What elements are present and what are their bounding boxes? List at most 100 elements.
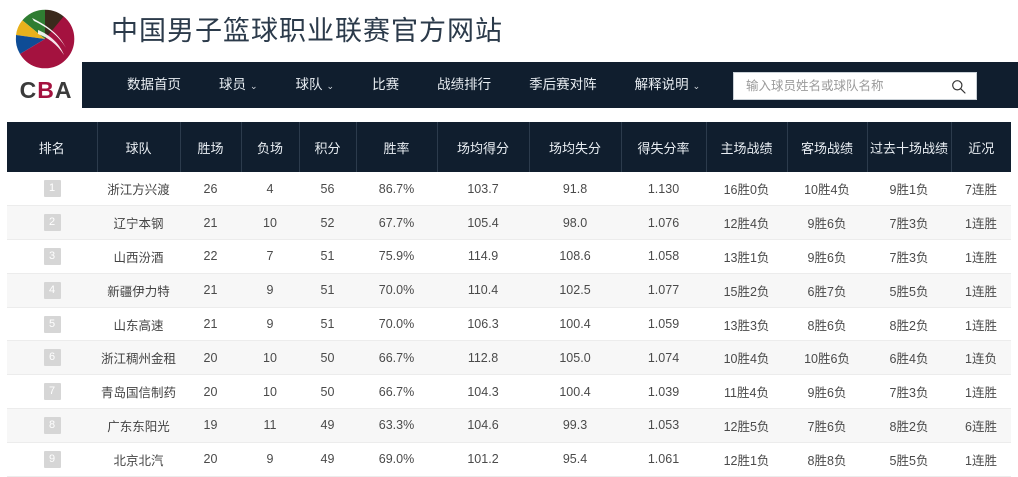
cell-wins: 21 [180, 205, 241, 241]
col-rank[interactable]: 排名 [7, 122, 98, 172]
cell-losses: 10 [241, 340, 299, 376]
chevron-down-icon: ⌄ [326, 80, 335, 91]
col-papg[interactable]: 场均失分 [529, 122, 622, 172]
nav-item-home[interactable]: 数据首页 [108, 78, 200, 92]
nav-item-glossary[interactable]: 解释说明 ⌄ [616, 78, 720, 92]
col-away[interactable]: 客场战绩 [787, 122, 868, 172]
table-row[interactable]: 8 广东东阳光 19 11 49 63.3% 104.6 99.3 1.053 12胜5负 7胜6负… [7, 408, 1011, 443]
cell-ppg: 112.8 [437, 340, 529, 376]
col-ratio[interactable]: 得失分率 [621, 122, 707, 172]
nav-label: 球队 [295, 77, 323, 93]
site-header: CBA 中国男子篮球职业联赛官方网站 数据首页 球员 ⌄ 球队 ⌄ 比赛 [0, 0, 1018, 118]
cell-team[interactable]: 浙江稠州金租 [97, 340, 180, 376]
cell-home: 15胜2负 [706, 273, 787, 308]
cell-ppg: 104.3 [437, 374, 529, 410]
col-last10[interactable]: 过去十场战绩 [867, 122, 952, 172]
col-team[interactable]: 球队 [97, 122, 181, 172]
cell-papg: 99.3 [529, 408, 621, 443]
col-winpct[interactable]: 胜率 [356, 122, 438, 172]
cell-team[interactable]: 广东东阳光 [97, 408, 180, 443]
table-row[interactable]: 3 山西汾酒 22 7 51 75.9% 114.9 108.6 1.058 13胜1负 9胜6负 7… [7, 239, 1011, 274]
cell-losses: 9 [241, 442, 299, 477]
rank-badge: 2 [43, 214, 61, 232]
col-wins[interactable]: 胜场 [180, 122, 242, 172]
cell-team[interactable]: 浙江方兴渡 [97, 172, 180, 207]
cell-team[interactable]: 山西汾酒 [97, 239, 180, 274]
cell-ppg: 104.6 [437, 408, 529, 443]
cell-papg: 100.4 [529, 374, 621, 410]
nav-item-teams[interactable]: 球队 ⌄ [277, 78, 354, 92]
cell-streak: 1连负 [951, 340, 1011, 376]
cell-last10: 8胜2负 [867, 408, 951, 443]
cell-last10: 8胜2负 [867, 307, 951, 342]
rank-badge: 7 [43, 383, 61, 401]
cell-away: 8胜6负 [787, 307, 867, 342]
cell-away: 6胜7负 [787, 273, 867, 308]
table-row[interactable]: 9 北京北汽 20 9 49 69.0% 101.2 95.4 1.061 12胜1负 8胜8负 5胜… [7, 442, 1011, 477]
cell-last10: 6胜4负 [867, 340, 951, 376]
table-body: 1 浙江方兴渡 26 4 56 86.7% 103.7 91.8 1.130 16胜0负 10胜4负… [7, 172, 1011, 477]
cell-away: 9胜6负 [787, 374, 867, 410]
col-losses[interactable]: 负场 [241, 122, 300, 172]
cell-points: 49 [299, 408, 356, 443]
col-points[interactable]: 积分 [299, 122, 357, 172]
cell-wins: 21 [180, 273, 241, 308]
cell-away: 7胜6负 [787, 408, 867, 443]
table-row[interactable]: 2 辽宁本钢 21 10 52 67.7% 105.4 98.0 1.076 12胜4负 9胜6负 7… [7, 205, 1011, 241]
cell-winpct: 86.7% [356, 172, 437, 207]
cell-wins: 26 [180, 172, 241, 207]
table-header-row: 排名 球队 胜场 负场 积分 胜率 场均得分 场均失分 得失分率 主场战绩 客场… [7, 122, 1011, 172]
cell-points: 51 [299, 273, 356, 308]
cell-ppg: 106.3 [437, 307, 529, 342]
nav-item-playoffs[interactable]: 季后赛对阵 [510, 78, 616, 92]
cell-rank: 2 [7, 205, 97, 241]
table-row[interactable]: 1 浙江方兴渡 26 4 56 86.7% 103.7 91.8 1.130 16胜0负 10胜4负… [7, 172, 1011, 207]
search-button[interactable] [948, 76, 968, 96]
cell-wins: 21 [180, 307, 241, 342]
cell-team[interactable]: 新疆伊力特 [97, 273, 180, 308]
table-row[interactable]: 5 山东高速 21 9 51 70.0% 106.3 100.4 1.059 13胜3负 8胜6负 8… [7, 307, 1011, 342]
table-row[interactable]: 7 青岛国信制药 20 10 50 66.7% 104.3 100.4 1.039 11胜4负 9胜… [7, 374, 1011, 410]
nav-label: 球员 [219, 77, 246, 93]
cell-winpct: 63.3% [356, 408, 437, 443]
cell-last10: 5胜5负 [867, 442, 951, 477]
cell-papg: 100.4 [529, 307, 621, 342]
cell-last10: 9胜1负 [867, 172, 951, 207]
table-row[interactable]: 6 浙江稠州金租 20 10 50 66.7% 112.8 105.0 1.074 10胜4负 10… [7, 340, 1011, 376]
cell-winpct: 66.7% [356, 374, 437, 410]
cell-team[interactable]: 辽宁本钢 [97, 205, 180, 241]
cell-team[interactable]: 山东高速 [97, 307, 180, 342]
nav-item-games[interactable]: 比赛 [353, 78, 418, 92]
cell-team[interactable]: 青岛国信制药 [97, 374, 180, 410]
col-ppg[interactable]: 场均得分 [437, 122, 530, 172]
cell-rank: 3 [7, 239, 97, 274]
nav-items: 数据首页 球员 ⌄ 球队 ⌄ 比赛 战绩排行 季后赛对阵 [82, 78, 719, 92]
nav-item-players[interactable]: 球员 ⌄ [200, 78, 277, 92]
cell-team[interactable]: 北京北汽 [97, 442, 180, 477]
cell-losses: 10 [241, 374, 299, 410]
page-title: 中国男子篮球职业联赛官方网站 [111, 16, 503, 46]
cell-ppg: 105.4 [437, 205, 529, 241]
cell-ratio: 1.130 [621, 172, 706, 207]
nav-label: 比赛 [372, 77, 400, 93]
nav-item-standings[interactable]: 战绩排行 [418, 78, 510, 92]
chevron-down-icon: ⌄ [692, 80, 701, 91]
cell-ratio: 1.058 [621, 239, 706, 274]
search-input[interactable] [734, 73, 944, 99]
col-streak[interactable]: 近况 [951, 122, 1011, 172]
cell-streak: 1连胜 [951, 307, 1011, 342]
nav-label: 解释说明 [634, 77, 689, 93]
svg-text:CBA: CBA [20, 77, 73, 103]
cell-ppg: 103.7 [437, 172, 529, 207]
cell-ratio: 1.061 [621, 442, 706, 477]
rank-badge: 6 [43, 349, 61, 367]
rank-badge: 5 [43, 315, 61, 333]
table-row[interactable]: 4 新疆伊力特 21 9 51 70.0% 110.4 102.5 1.077 15胜2负 6胜7负… [7, 273, 1011, 308]
cell-last10: 5胜5负 [867, 273, 951, 308]
cell-points: 51 [299, 239, 356, 274]
col-home[interactable]: 主场战绩 [706, 122, 788, 172]
cell-rank: 4 [7, 273, 97, 308]
cba-logo[interactable]: CBA [8, 4, 84, 106]
chevron-down-icon: ⌄ [250, 80, 258, 91]
cell-streak: 1连胜 [951, 239, 1011, 274]
